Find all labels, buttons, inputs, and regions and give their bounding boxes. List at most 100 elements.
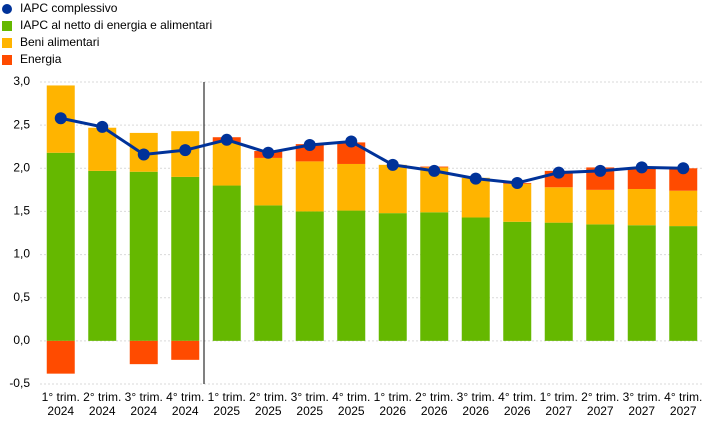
y-tick-label: 1,5 — [13, 204, 30, 218]
line-marker — [511, 176, 524, 189]
bar-segment — [295, 211, 324, 341]
bar-segment — [337, 210, 366, 341]
x-tick-label: 1° trim. — [208, 390, 246, 404]
bar-segment — [669, 226, 698, 341]
x-tick-label: 2027 — [628, 404, 655, 418]
bar-segment — [295, 144, 324, 162]
line — [60, 116, 684, 185]
line-marker — [220, 133, 233, 146]
bar-segment — [254, 157, 283, 206]
x-tick-label: 2025 — [213, 404, 240, 418]
bar-segment — [627, 188, 656, 226]
bar-segment — [337, 163, 366, 211]
legend-label: Energia — [20, 52, 62, 66]
x-tick-label: 2024 — [130, 404, 157, 418]
line-marker — [552, 166, 565, 179]
line-marker — [677, 162, 690, 175]
legend-label: IAPC complessivo — [20, 1, 118, 15]
x-tick-label: 2027 — [670, 404, 697, 418]
x-tick-label: 3° trim. — [125, 390, 163, 404]
y-tick-label: 2,0 — [13, 160, 30, 174]
line-marker — [594, 164, 607, 177]
bars — [46, 85, 698, 374]
x-tick-label: 2025 — [296, 404, 323, 418]
line-marker — [635, 161, 648, 174]
bar-segment — [295, 161, 324, 212]
bar-segment — [88, 170, 117, 341]
line-marker — [386, 158, 399, 171]
x-tick-label: 3° trim. — [291, 390, 329, 404]
x-tick-label: 2026 — [504, 404, 531, 418]
x-tick-label: 2025 — [255, 404, 282, 418]
x-tick-label: 2024 — [47, 404, 74, 418]
x-tick-label: 2° trim. — [415, 390, 453, 404]
x-tick-label: 4° trim. — [332, 390, 370, 404]
x-tick-label: 2° trim. — [581, 390, 619, 404]
x-tick-label: 3° trim. — [623, 390, 661, 404]
x-tick-label: 2026 — [462, 404, 489, 418]
bar-segment — [586, 224, 615, 341]
x-tick-label: 4° trim. — [664, 390, 702, 404]
line-marker — [179, 144, 192, 157]
bar-segment — [378, 164, 407, 214]
x-tick-label: 3° trim. — [457, 390, 495, 404]
y-tick-label: 0,5 — [13, 290, 30, 304]
x-tick-label: 1° trim. — [374, 390, 412, 404]
bar-segment — [544, 187, 573, 223]
bar-segment — [420, 212, 449, 341]
bar-segment — [212, 185, 241, 341]
bar-segment — [46, 340, 75, 374]
x-tick-label: 2027 — [545, 404, 572, 418]
legend-marker — [2, 4, 12, 14]
bar-segment — [544, 222, 573, 341]
x-tick-label: 4° trim. — [498, 390, 536, 404]
legend-marker — [2, 38, 12, 48]
x-tick-label: 2026 — [379, 404, 406, 418]
y-tick-label: 3,0 — [13, 74, 30, 88]
legend-marker — [2, 55, 12, 65]
bar-segment — [503, 183, 532, 222]
bar-segment — [669, 190, 698, 227]
bar-segment — [212, 142, 241, 186]
line-marker — [469, 172, 482, 185]
bar-segment — [171, 340, 200, 360]
legend-label: IAPC al netto di energia e alimentari — [20, 18, 212, 32]
x-tick-label: 2024 — [172, 404, 199, 418]
bar-segment — [461, 217, 490, 341]
bar-segment — [586, 167, 615, 190]
line-marker — [54, 112, 67, 125]
x-tick-label: 2024 — [89, 404, 116, 418]
bar-segment — [378, 213, 407, 341]
y-tick-label: -0,5 — [9, 376, 30, 390]
line-marker — [96, 120, 109, 133]
x-tick-label: 2027 — [587, 404, 614, 418]
x-tick-label: 1° trim. — [540, 390, 578, 404]
legend-marker — [2, 21, 12, 31]
y-tick-label: 0,0 — [13, 333, 30, 347]
line-marker — [137, 148, 150, 161]
bar-segment — [586, 189, 615, 225]
x-tick-label: 2° trim. — [249, 390, 287, 404]
bar-segment — [129, 171, 158, 341]
line-marker — [345, 135, 358, 148]
x-tick-label: 2° trim. — [83, 390, 121, 404]
legend-label: Beni alimentari — [20, 35, 99, 49]
x-tick-label: 1° trim. — [42, 390, 80, 404]
bar-segment — [254, 205, 283, 341]
bar-segment — [337, 142, 366, 164]
bar-segment — [88, 127, 117, 171]
y-tick-label: 2,5 — [13, 117, 30, 131]
bar-segment — [503, 221, 532, 341]
line-marker — [303, 138, 316, 151]
bar-segment — [129, 340, 158, 365]
bar-segment — [46, 152, 75, 341]
x-tick-label: 2025 — [338, 404, 365, 418]
line-marker — [428, 164, 441, 177]
y-tick-label: 1,0 — [13, 247, 30, 261]
bar-segment — [669, 168, 698, 191]
bar-segment — [627, 167, 656, 189]
x-tick-label: 4° trim. — [166, 390, 204, 404]
bar-segment — [171, 176, 200, 341]
